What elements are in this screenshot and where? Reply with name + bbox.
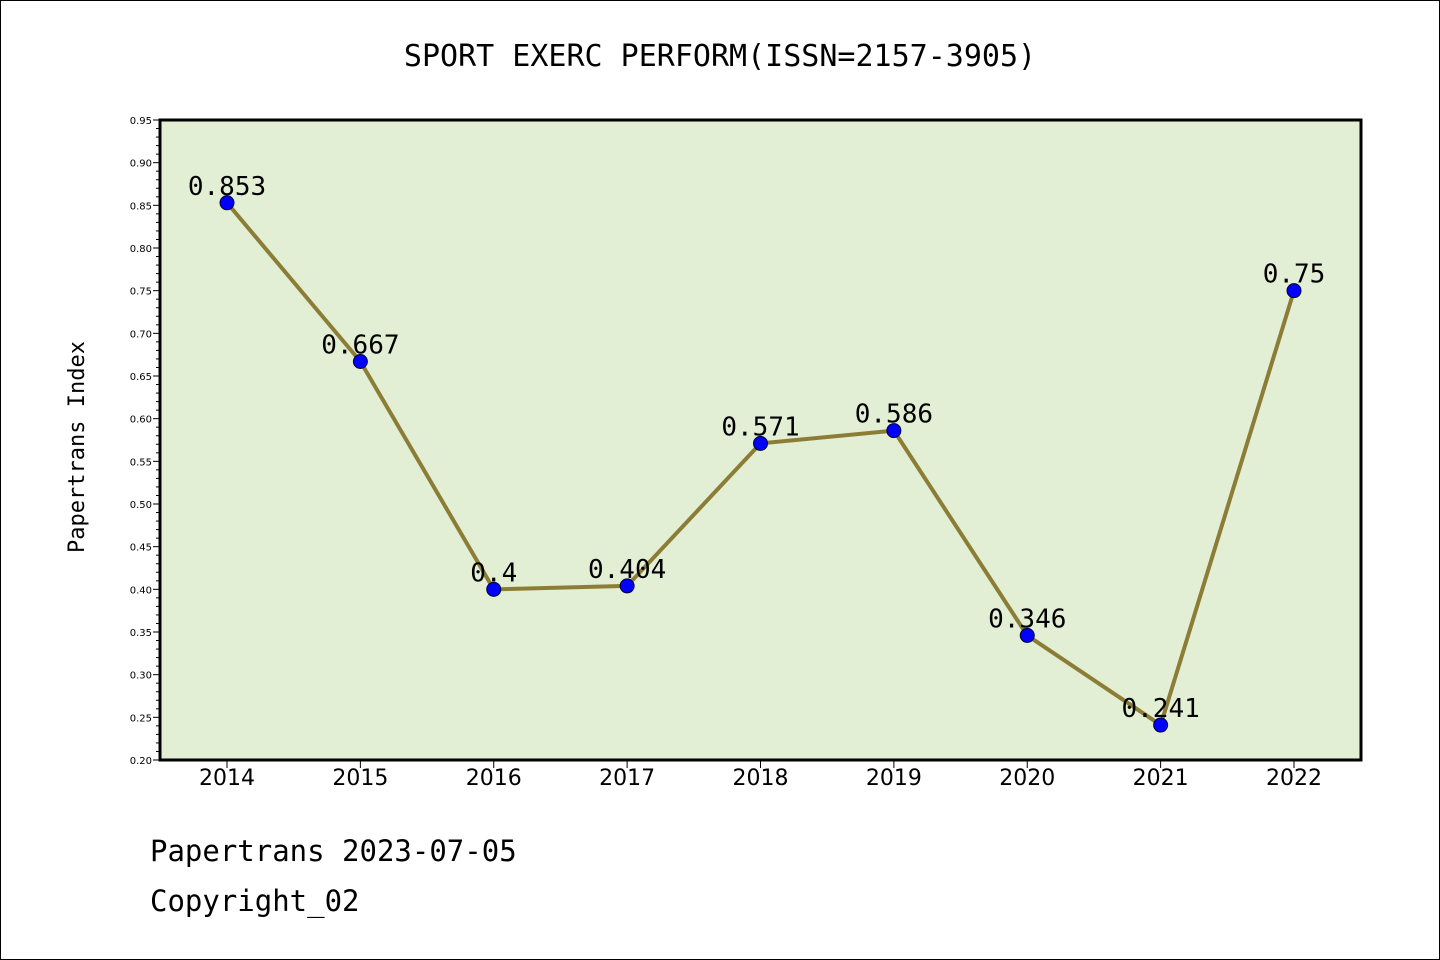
y-tick-label: 0.45 [130, 543, 152, 554]
data-point-2021 [1153, 717, 1169, 733]
footer-date: Papertrans 2023-07-05 [150, 834, 517, 868]
x-tick-label: 2015 [332, 766, 388, 791]
y-tick-label: 0.70 [130, 329, 152, 340]
data-label-2019: 0.586 [855, 400, 933, 430]
data-label-2014: 0.853 [188, 172, 266, 202]
y-tick-label: 0.80 [130, 244, 152, 255]
data-point-2019 [886, 423, 902, 439]
data-point-2015 [352, 353, 368, 369]
y-tick-label: 0.65 [130, 372, 152, 383]
y-tick-label: 0.25 [130, 713, 152, 724]
x-tick-label: 2019 [866, 766, 922, 791]
y-tick-label: 0.30 [130, 671, 152, 682]
y-tick-label: 0.35 [130, 628, 152, 639]
y-tick-label: 0.75 [130, 287, 152, 298]
data-point-2018 [753, 435, 768, 451]
y-tick-label: 0.90 [130, 159, 152, 170]
x-tick-label: 2022 [1266, 766, 1322, 791]
y-axis-label: Papertrans Index [65, 341, 90, 553]
data-points [219, 195, 1302, 733]
data-label-2015: 0.667 [321, 330, 399, 360]
footer-copyright: Copyright_02 [150, 884, 360, 918]
x-tick-label: 2018 [733, 766, 789, 791]
data-point-2020 [1019, 627, 1035, 643]
x-tick-label: 2016 [466, 766, 522, 791]
data-label-2021: 0.241 [1121, 694, 1199, 724]
x-tick-label: 2014 [199, 766, 255, 791]
data-labels: 0.853 0.667 0.4 0.404 0.571 0.586 0.346 0.241 0.… [188, 172, 1325, 724]
y-axis: 0.20 0.25 0.30 0.35 0.40 0.45 0.50 0.55 0.60 0.65… [130, 116, 160, 767]
data-label-2017: 0.404 [588, 555, 666, 585]
data-point-2022 [1286, 283, 1302, 299]
data-label-2018: 0.571 [721, 412, 799, 442]
data-label-2016: 0.4 [470, 558, 517, 588]
y-tick-label: 0.85 [130, 201, 152, 212]
data-point-2017 [619, 578, 635, 594]
y-tick-label: 0.95 [130, 116, 152, 127]
y-tick-label: 0.55 [130, 457, 152, 468]
data-label-2020: 0.346 [988, 604, 1066, 634]
y-tick-label: 0.50 [130, 500, 152, 511]
data-point-2014 [219, 195, 235, 211]
chart-title: SPORT EXERC PERFORM(ISSN=2157-3905) [404, 39, 1036, 74]
plot-border [158, 118, 1363, 762]
x-axis: 2014 2015 2016 2017 2018 2019 2020 2021 2022 [199, 760, 1322, 791]
y-tick-label: 0.40 [130, 585, 152, 596]
y-tick-label: 0.60 [130, 415, 152, 426]
data-point-2016 [486, 581, 502, 597]
x-tick-label: 2021 [1133, 766, 1189, 791]
data-label-2022: 0.75 [1263, 260, 1326, 290]
x-tick-label: 2020 [999, 766, 1055, 791]
y-tick-label: 0.20 [130, 756, 152, 767]
x-tick-label: 2017 [599, 766, 655, 791]
